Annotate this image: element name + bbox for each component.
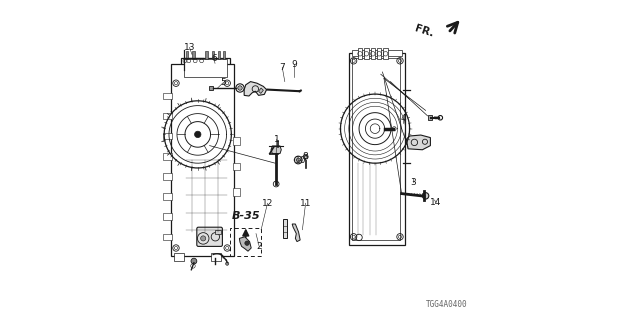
Circle shape [191, 258, 197, 264]
Circle shape [195, 131, 201, 138]
Text: TGG4A0400: TGG4A0400 [426, 300, 467, 309]
Polygon shape [406, 135, 431, 150]
Bar [163, 153, 172, 160]
Bar [364, 48, 369, 59]
Polygon shape [244, 82, 267, 96]
Bar [172, 64, 234, 256]
Bar [352, 50, 402, 56]
Bar [163, 133, 172, 140]
Circle shape [422, 193, 429, 199]
Bar [233, 163, 240, 170]
Text: 7: 7 [280, 63, 285, 72]
Bar [377, 48, 381, 59]
Bar [383, 48, 388, 59]
Bar [163, 113, 172, 119]
Text: 1: 1 [274, 135, 280, 144]
Polygon shape [292, 224, 300, 242]
Text: 8: 8 [303, 152, 308, 161]
Circle shape [392, 127, 396, 131]
Bar [349, 53, 404, 245]
Text: 14: 14 [430, 198, 442, 207]
FancyBboxPatch shape [197, 227, 223, 246]
Bar [163, 234, 172, 240]
Text: 10: 10 [295, 156, 307, 164]
Text: B-35: B-35 [232, 211, 260, 221]
Polygon shape [259, 88, 264, 93]
Bar [181, 58, 230, 78]
Bar [428, 115, 432, 120]
Text: 11: 11 [300, 199, 311, 208]
Bar [192, 51, 195, 59]
Text: 5: 5 [221, 78, 226, 87]
Bar [358, 48, 362, 59]
Circle shape [303, 154, 308, 159]
Bar [233, 137, 240, 145]
Polygon shape [271, 146, 282, 154]
Text: 12: 12 [262, 199, 273, 208]
Bar [223, 51, 225, 59]
Bar [209, 86, 213, 90]
Text: 4: 4 [401, 114, 406, 123]
Bar [163, 213, 172, 220]
Bar [186, 51, 189, 59]
Bar [205, 51, 207, 59]
Text: FR.: FR. [413, 24, 435, 39]
Text: 13: 13 [184, 43, 195, 52]
Bar [211, 253, 221, 261]
Bar [174, 253, 184, 261]
Text: 3: 3 [410, 178, 415, 187]
Text: 2: 2 [257, 242, 262, 251]
Bar [352, 58, 400, 240]
Bar [163, 193, 172, 200]
Bar [233, 188, 240, 196]
Circle shape [244, 241, 250, 245]
Bar [371, 48, 375, 59]
Bar [283, 219, 287, 238]
Text: 6: 6 [211, 54, 216, 63]
Bar [215, 230, 221, 234]
Bar [230, 228, 261, 256]
Text: 9: 9 [291, 60, 296, 68]
Bar [218, 51, 220, 59]
Bar [211, 51, 214, 59]
Bar [163, 173, 172, 180]
Bar [184, 59, 227, 77]
Circle shape [238, 86, 243, 90]
Circle shape [201, 236, 206, 241]
Polygon shape [239, 237, 252, 251]
Circle shape [226, 262, 229, 265]
Bar [163, 93, 172, 99]
